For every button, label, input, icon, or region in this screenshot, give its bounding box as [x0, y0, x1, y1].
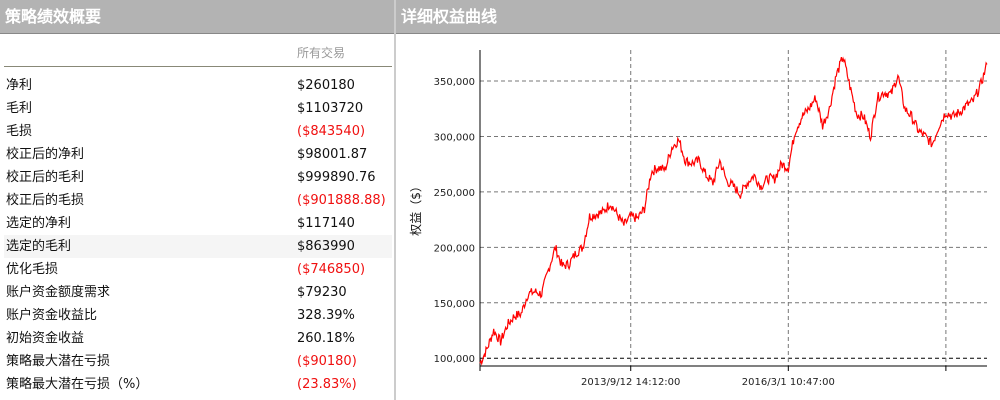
panel-divider[interactable]: [394, 0, 396, 400]
summary-row: 毛利 $1103720: [4, 97, 392, 120]
y-tick-label: 300,000: [434, 132, 475, 143]
row-value: $863990: [297, 239, 355, 254]
equity-line: [479, 56, 988, 366]
row-value: 260.18%: [297, 331, 355, 346]
x-tick-label: 2016/3/1 10:47:00: [742, 377, 835, 388]
row-value: $1103720: [297, 101, 364, 116]
summary-row: 选定的净利 $117140: [4, 212, 392, 235]
y-tick-label: 200,000: [434, 243, 475, 254]
y-tick-label: 150,000: [434, 299, 475, 310]
summary-row: 选定的毛利 $863990: [4, 235, 392, 258]
summary-row: 校正后的毛损 ($901888.88): [4, 189, 392, 212]
equity-curve-chart: 100,000 150,000 200,000 250,000 300,000 350,0…: [409, 50, 988, 388]
row-value: $98001.87: [297, 147, 368, 162]
summary-row: 校正后的净利 $98001.87: [4, 143, 392, 166]
row-value: ($901888.88): [297, 193, 386, 208]
row-value: 328.39%: [297, 308, 355, 323]
summary-row: 优化毛损 ($746850): [4, 258, 392, 281]
row-value: $999890.76: [297, 170, 376, 185]
row-label: 校正后的毛损: [6, 193, 85, 208]
row-label: 账户资金额度需求: [6, 285, 111, 300]
y-tick-label: 350,000: [434, 77, 475, 88]
y-tick-label: 100,000: [434, 354, 475, 365]
row-value: $79230: [297, 285, 347, 300]
row-label: 选定的净利: [6, 216, 72, 231]
summary-row: 账户资金收益比 328.39%: [4, 304, 392, 327]
row-label: 账户资金收益比: [6, 308, 98, 323]
y-tick-label: 250,000: [434, 188, 475, 199]
y-axis-label: 权益（$）: [409, 180, 423, 236]
row-value: $260180: [297, 78, 355, 93]
row-value: $117140: [297, 216, 355, 231]
row-label: 策略最大潜在亏损（%）: [6, 377, 149, 392]
row-label: 策略最大潜在亏损: [6, 354, 111, 369]
row-label: 优化毛损: [6, 262, 59, 277]
row-value: (23.83%): [297, 377, 357, 392]
row-label: 毛损: [6, 124, 33, 139]
summary-row: 净利 $260180: [4, 74, 392, 97]
summary-row: 毛损 ($843540): [4, 120, 392, 143]
row-value: ($90180): [297, 354, 357, 369]
row-label: 选定的毛利: [6, 239, 72, 254]
row-label: 毛利: [6, 101, 33, 116]
summary-row: 策略最大潜在亏损（%） (23.83%): [4, 373, 392, 396]
column-header-all-trades: 所有交易: [297, 46, 346, 60]
summary-row: 策略最大潜在亏损 ($90180): [4, 350, 392, 373]
summary-row: 账户资金额度需求 $79230: [4, 281, 392, 304]
row-value: ($843540): [297, 124, 366, 139]
header-divider: [4, 66, 392, 67]
row-value: ($746850): [297, 262, 366, 277]
summary-row: 校正后的毛利 $999890.76: [4, 166, 392, 189]
row-label: 校正后的净利: [6, 147, 85, 162]
row-label: 初始资金收益: [6, 331, 85, 346]
row-label: 校正后的毛利: [6, 170, 85, 185]
x-tick-label: 2013/9/12 14:12:00: [581, 377, 680, 388]
chart-panel-title: 详细权益曲线: [396, 0, 1000, 34]
summary-row: 初始资金收益 260.18%: [4, 327, 392, 350]
summary-title: 策略绩效概要: [0, 0, 394, 34]
row-label: 净利: [6, 78, 33, 93]
